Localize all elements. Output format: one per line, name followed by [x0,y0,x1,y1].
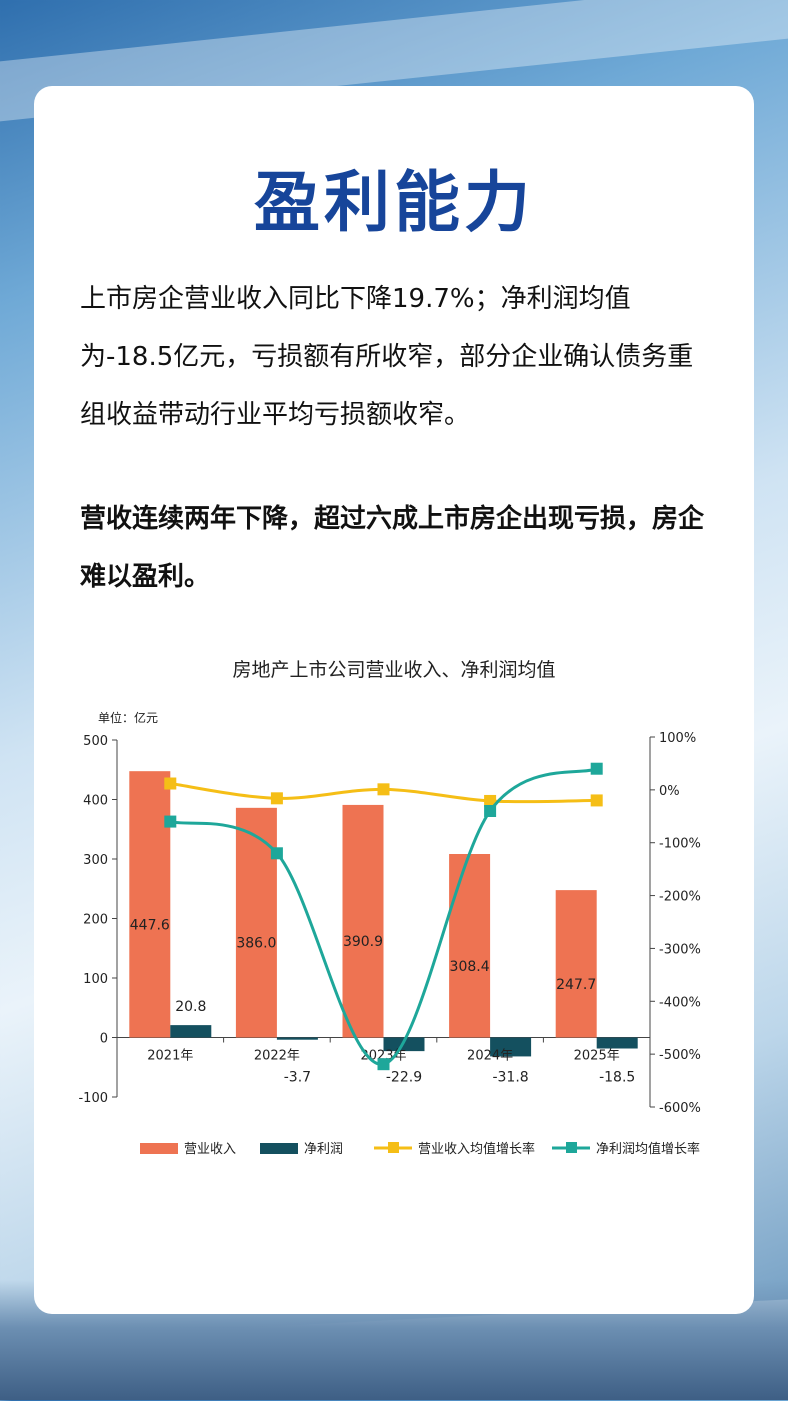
left-tick-label: 0 [100,1032,108,1047]
profit-data-label: -3.7 [284,1070,311,1086]
unit-label: 单位：亿元 [98,710,158,725]
content-card [34,86,754,1314]
profit-growth-marker [270,847,283,860]
category-label: 2025年 [574,1049,620,1064]
profit-bar [276,1037,318,1040]
revenue-growth-marker [590,794,603,807]
profit-growth-marker [484,805,497,817]
legend-profit-swatch [260,1143,298,1154]
category-label: 2024年 [467,1049,513,1064]
right-tick-label: -100% [659,837,701,852]
legend-profit-growth-marker [566,1142,577,1153]
revenue-growth-marker [270,792,283,805]
profit-growth-marker [164,815,177,828]
right-tick-label: -200% [659,890,701,905]
profit-bar [170,1025,212,1038]
profit-growth-marker [377,1058,390,1071]
revenue-bar [129,771,171,1038]
left-tick-label: 300 [83,853,108,868]
category-label: 2021年 [147,1049,193,1064]
left-tick-label: 100 [83,972,108,987]
category-label: 2022年 [254,1049,300,1064]
profit-data-label: -31.8 [492,1070,528,1086]
chart-title: 房地产上市公司营业收入、净利润均值 [232,659,555,681]
highlight-paragraph: 营收连续两年下降，超过六成上市房企出现亏损，房企难以盈利。 [80,504,705,592]
revenue-data-label: 308.4 [450,959,490,975]
page-title: 盈利能力 [254,164,534,241]
profit-data-label: -18.5 [599,1070,635,1086]
summary-paragraph: 上市房企营业收入同比下降19.7%；净利润均值为-18.5亿元，亏损额有所收窄，… [80,284,694,430]
right-tick-label: -600% [659,1101,701,1116]
revenue-data-label: 386.0 [236,936,276,952]
revenue-bar [235,807,277,1038]
legend-revenue-swatch [140,1143,178,1154]
right-tick-label: 0% [659,784,680,799]
left-tick-label: 400 [83,794,108,809]
profit-data-label: 20.8 [175,999,206,1015]
legend-profit-growth-label: 净利润均值增长率 [596,1141,700,1157]
right-tick-label: -400% [659,995,701,1010]
revenue-data-label: 247.7 [556,977,596,993]
revenue-growth-marker [164,777,177,790]
right-tick-label: 100% [659,731,696,746]
legend-revenue-label: 营业收入 [184,1142,236,1157]
right-tick-label: -300% [659,942,701,957]
revenue-data-label: 390.9 [343,934,383,950]
profit-growth-marker [590,762,603,775]
profit-bar [596,1037,638,1049]
profit-bar [490,1037,532,1057]
revenue-bar [342,804,384,1038]
legend-profit-label: 净利润 [304,1142,343,1157]
revenue-growth-marker [377,783,390,796]
left-tick-label: -100 [78,1091,108,1106]
right-tick-label: -500% [659,1048,701,1063]
revenue-data-label: 447.6 [130,917,170,933]
revenue-bar [555,890,597,1038]
legend-revenue-growth-label: 营业收入均值增长率 [418,1141,535,1157]
left-tick-label: 200 [83,913,108,928]
profit-data-label: -22.9 [386,1070,422,1086]
left-tick-label: 500 [83,734,108,749]
legend-revenue-growth-marker [388,1142,399,1153]
revenue-growth-marker [484,794,497,807]
revenue-bar [449,854,491,1038]
